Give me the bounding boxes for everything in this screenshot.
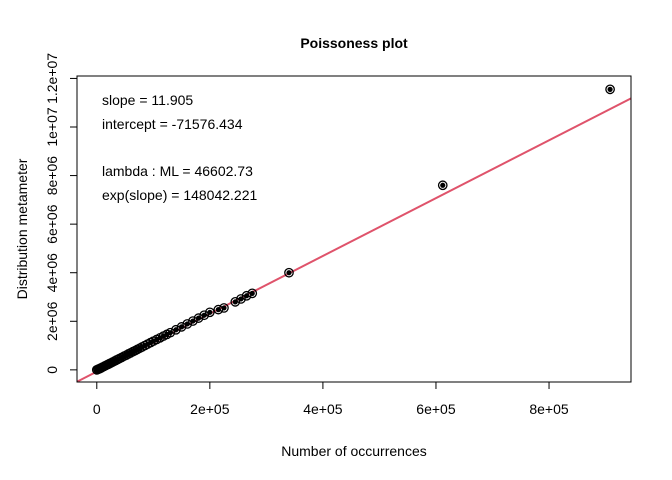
- x-tick-label: 2e+05: [190, 401, 230, 417]
- chart-title: Poissoness plot: [300, 35, 408, 51]
- y-tick-label: 0: [44, 366, 60, 374]
- x-axis: 0 2e+05 4e+05 6e+05 8e+05: [93, 381, 569, 417]
- data-point: [247, 288, 258, 299]
- data-point: [284, 267, 294, 278]
- x-tick-label: 0: [93, 401, 101, 417]
- y-tick-label: 8e+06: [44, 156, 60, 196]
- y-tick-label: 1.2e+07: [44, 53, 60, 104]
- points-layer: [91, 84, 615, 375]
- y-axis: 0 2e+06 4e+06 6e+06 8e+06 1e+07 1.2e+07: [44, 53, 78, 374]
- stat-annotations: slope = 11.905 intercept = -71576.434 la…: [102, 92, 257, 203]
- y-tick-label: 1e+07: [44, 107, 60, 147]
- y-tick-label: 2e+06: [44, 301, 60, 341]
- annotation-intercept: intercept = -71576.434: [102, 116, 243, 132]
- data-point: [605, 84, 615, 95]
- data-point: [204, 307, 215, 318]
- data-point: [437, 180, 448, 191]
- x-tick-label: 8e+05: [529, 401, 569, 417]
- data-point: [219, 303, 229, 313]
- x-tick-label: 6e+05: [416, 401, 456, 417]
- y-axis-label: Distribution metameter: [14, 158, 30, 299]
- data-point: [213, 304, 224, 315]
- annotation-lambda: lambda : ML = 46602.73: [102, 163, 253, 179]
- x-tick-label: 4e+05: [303, 401, 343, 417]
- y-tick-label: 4e+06: [44, 253, 60, 293]
- annotation-exp-slope: exp(slope) = 148042.221: [102, 187, 257, 203]
- annotation-slope: slope = 11.905: [102, 92, 193, 108]
- x-axis-label: Number of occurrences: [281, 443, 427, 459]
- y-tick-label: 6e+06: [44, 204, 60, 244]
